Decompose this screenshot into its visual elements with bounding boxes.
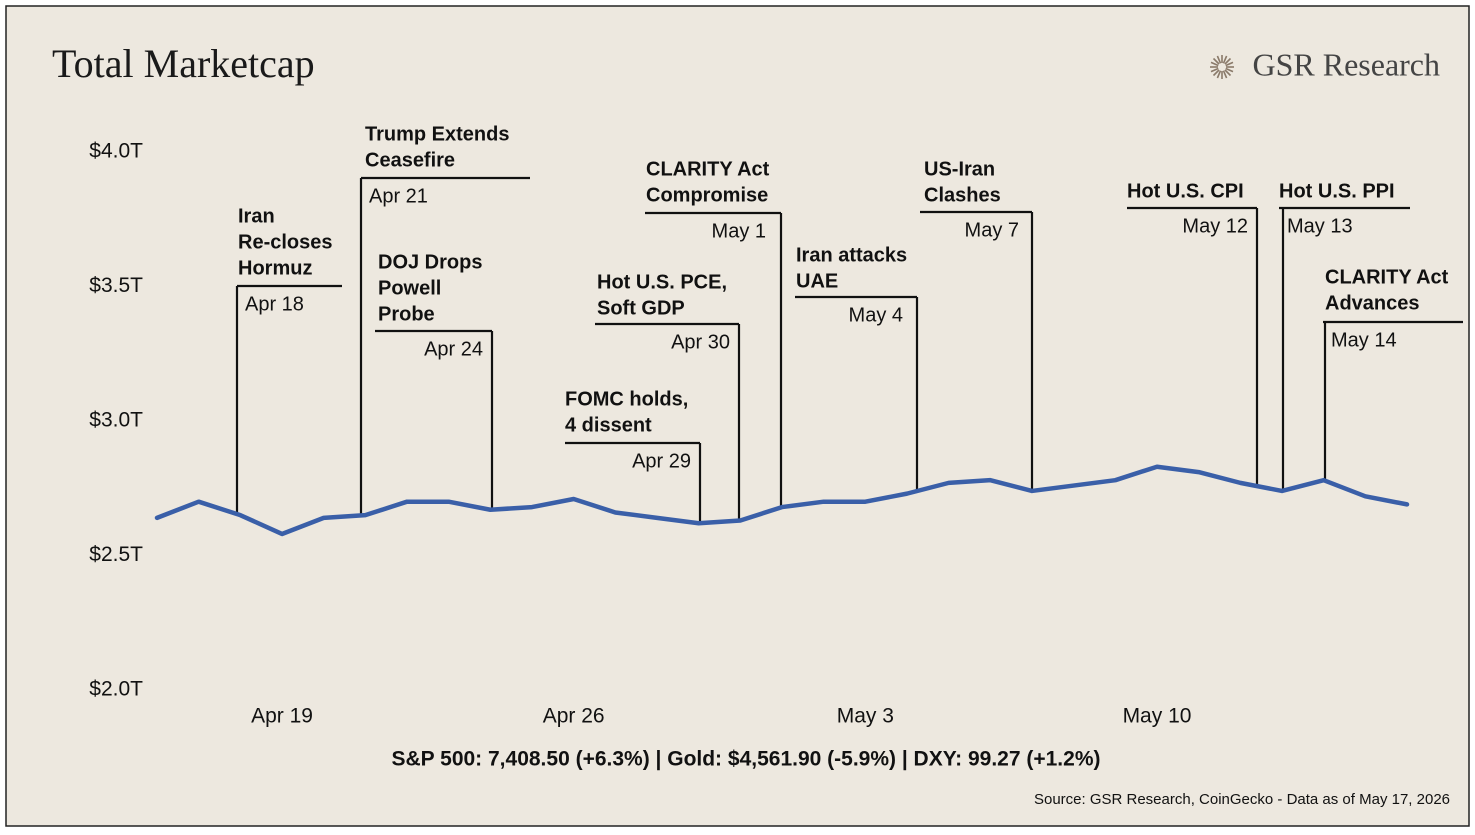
annotation-title: Soft GDP <box>597 297 685 319</box>
annotation-date: May 7 <box>965 219 1019 241</box>
annotation-title: Iran <box>238 205 275 227</box>
market-cap-line <box>154 464 1410 537</box>
annotation-date: May 14 <box>1331 329 1397 351</box>
annotation-title: 4 dissent <box>565 414 652 436</box>
x-tick-label: May 10 <box>1123 705 1192 728</box>
annotation-title: Iran attacks <box>796 244 907 266</box>
annotation-title: DOJ Drops <box>378 251 482 273</box>
annotation-title: Trump Extends <box>365 123 509 145</box>
source: Source: GSR Research, CoinGecko - Data a… <box>1034 791 1450 808</box>
annotation-date: Apr 29 <box>632 450 691 472</box>
y-tick-label: $2.0T <box>89 678 143 701</box>
annotation-title: Compromise <box>646 184 768 206</box>
x-tick-label: Apr 26 <box>543 705 605 728</box>
x-tick-label: Apr 19 <box>251 705 313 728</box>
annotation-title: Ceasefire <box>365 149 455 171</box>
annotation-date: May 4 <box>849 304 903 326</box>
y-tick-label: $3.0T <box>89 409 143 432</box>
annotation-title: Powell <box>378 277 441 299</box>
brand: GSR Research <box>1252 46 1440 82</box>
annotation-date: May 12 <box>1182 215 1248 237</box>
annotation-date: May 13 <box>1287 215 1353 237</box>
y-tick-label: $4.0T <box>89 140 143 163</box>
annotation-title: US-Iran <box>924 158 995 180</box>
annotation-date: Apr 21 <box>369 185 428 207</box>
annotation-date: Apr 24 <box>424 338 483 360</box>
annotation-title: CLARITY Act <box>1325 266 1449 288</box>
y-tick-label: $3.5T <box>89 274 143 297</box>
annotation-title: Probe <box>378 303 435 325</box>
annotation-title: Clashes <box>924 184 1001 206</box>
annotation-date: Apr 30 <box>671 331 730 353</box>
annotation-title: Re-closes <box>238 231 333 253</box>
annotation-date: May 1 <box>712 220 766 242</box>
x-tick-label: May 3 <box>837 705 894 728</box>
annotation-title: Advances <box>1325 292 1420 314</box>
chart-title: Total Marketcap <box>52 41 315 86</box>
annotation-title: UAE <box>796 270 838 292</box>
y-tick-label: $2.5T <box>89 543 143 566</box>
footer-stats: S&P 500: 7,408.50 (+6.3%) | Gold: $4,561… <box>392 748 1101 771</box>
annotation-title: Hot U.S. CPI <box>1127 180 1244 202</box>
annotation-title: Hormuz <box>238 257 312 279</box>
annotation-title: FOMC holds, <box>565 388 688 410</box>
logo-icon <box>1210 55 1234 79</box>
annotation-title: CLARITY Act <box>646 158 770 180</box>
background <box>5 5 1470 827</box>
annotation-title: Hot U.S. PPI <box>1279 180 1395 202</box>
annotation-date: Apr 18 <box>245 293 304 315</box>
annotation-title: Hot U.S. PCE, <box>597 271 727 293</box>
